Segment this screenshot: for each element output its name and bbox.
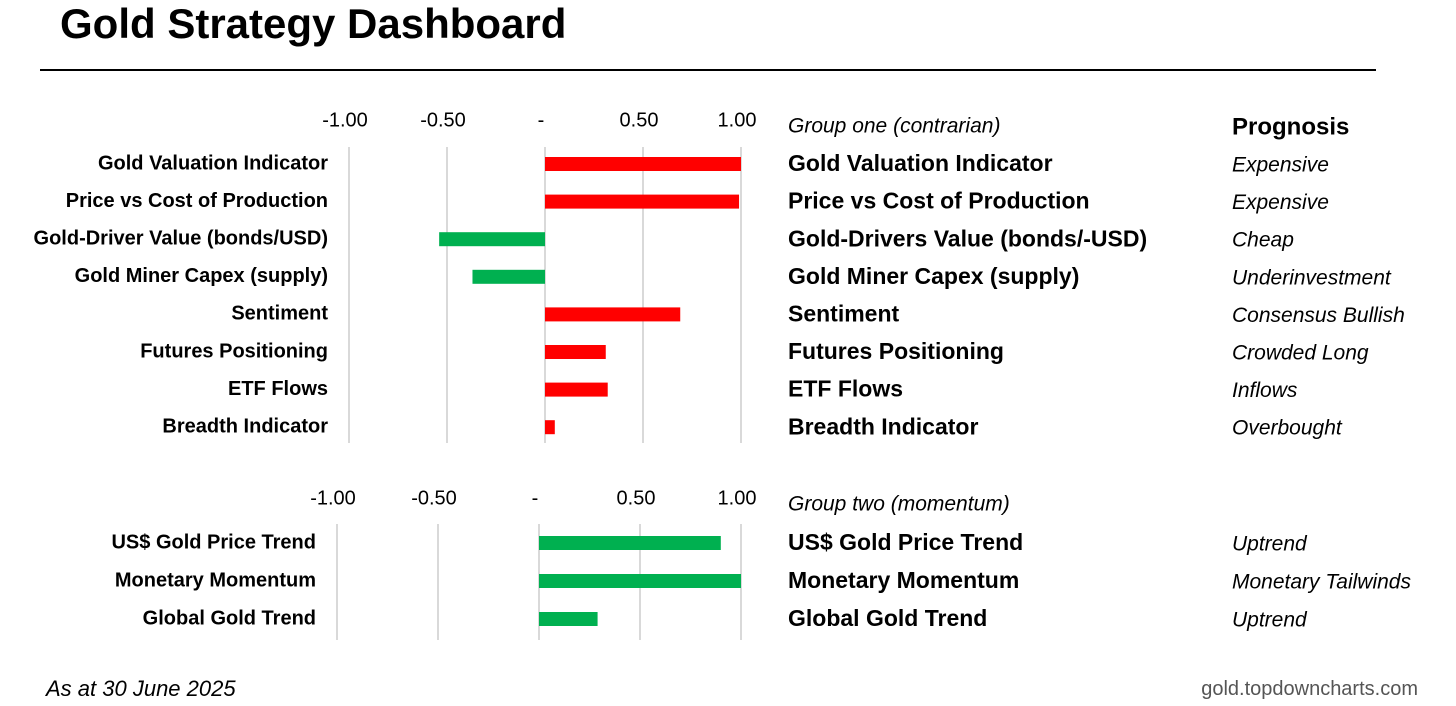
bar-gold-valuation-indicator	[545, 157, 741, 171]
tick-label: -0.50	[411, 487, 457, 509]
prognosis-value: Crowded Long	[1232, 342, 1369, 365]
category-label: Gold-Driver Value (bonds/USD)	[34, 227, 328, 249]
page-title: Gold Strategy Dashboard	[60, 0, 567, 47]
bar-sentiment	[545, 307, 681, 322]
source-link[interactable]: gold.topdowncharts.com	[1201, 678, 1418, 700]
bar-gold-driver-value-bonds-usd-	[439, 232, 545, 247]
bar-gold-miner-capex-supply-	[472, 269, 545, 284]
category-label: Futures Positioning	[140, 340, 328, 362]
prognosis-header: Prognosis	[1232, 113, 1349, 140]
category-label: Monetary Momentum	[115, 569, 316, 591]
prognosis-value: Monetary Tailwinds	[1232, 571, 1411, 594]
tick-label: 0.50	[620, 109, 659, 131]
bar-monetary-momentum	[539, 574, 741, 588]
prognosis-value: Uptrend	[1232, 609, 1308, 632]
bar-futures-positioning	[545, 345, 606, 359]
group-heading: Group one (contrarian)	[788, 115, 1000, 138]
bar-us-gold-price-trend	[539, 536, 721, 550]
tick-label: -0.50	[420, 109, 466, 131]
category-label: Global Gold Trend	[143, 607, 316, 629]
category-label: ETF Flows	[228, 378, 328, 400]
prognosis-value: Inflows	[1232, 379, 1298, 402]
prognosis-value: Cheap	[1232, 229, 1294, 252]
tick-label: 1.00	[718, 109, 757, 131]
as-at-date: As at 30 June 2025	[46, 676, 236, 701]
indicator-name: Monetary Momentum	[788, 567, 1019, 593]
category-label: Price vs Cost of Production	[66, 190, 328, 212]
category-label: Sentiment	[231, 303, 328, 325]
category-label: Breadth Indicator	[162, 415, 328, 437]
prognosis-value: Expensive	[1232, 154, 1329, 177]
bar-breadth-indicator	[545, 420, 555, 435]
indicator-name: US$ Gold Price Trend	[788, 529, 1023, 555]
prognosis-value: Consensus Bullish	[1232, 304, 1405, 327]
tick-label: 1.00	[718, 487, 757, 509]
tick-label: -1.00	[310, 487, 356, 509]
indicator-name: Futures Positioning	[788, 338, 1004, 364]
prognosis-value: Underinvestment	[1232, 266, 1392, 289]
title-divider	[40, 69, 1376, 71]
indicator-name: ETF Flows	[788, 376, 903, 402]
indicator-name: Price vs Cost of Production	[788, 188, 1090, 214]
bar-price-vs-cost-of-production	[545, 194, 740, 209]
prognosis-value: Uptrend	[1232, 533, 1308, 556]
prognosis-value: Overbought	[1232, 417, 1343, 440]
tick-label: 0.50	[617, 487, 656, 509]
indicator-name: Sentiment	[788, 300, 900, 326]
indicator-name: Gold Valuation Indicator	[788, 150, 1053, 176]
category-label: Gold Miner Capex (supply)	[75, 265, 328, 287]
indicator-name: Gold-Drivers Value (bonds/-USD)	[788, 225, 1147, 251]
tick-label: -	[532, 487, 539, 509]
category-label: US$ Gold Price Trend	[111, 531, 316, 553]
group-heading: Group two (momentum)	[788, 493, 1010, 516]
category-label: Gold Valuation Indicator	[98, 152, 328, 174]
bar-global-gold-trend	[539, 612, 598, 626]
indicator-name: Gold Miner Capex (supply)	[788, 263, 1079, 289]
indicator-name: Global Gold Trend	[788, 605, 987, 631]
tick-label: -1.00	[322, 109, 368, 131]
tick-label: -	[538, 109, 545, 131]
prognosis-value: Expensive	[1232, 191, 1329, 214]
indicator-name: Breadth Indicator	[788, 413, 978, 439]
bar-etf-flows	[545, 382, 608, 397]
